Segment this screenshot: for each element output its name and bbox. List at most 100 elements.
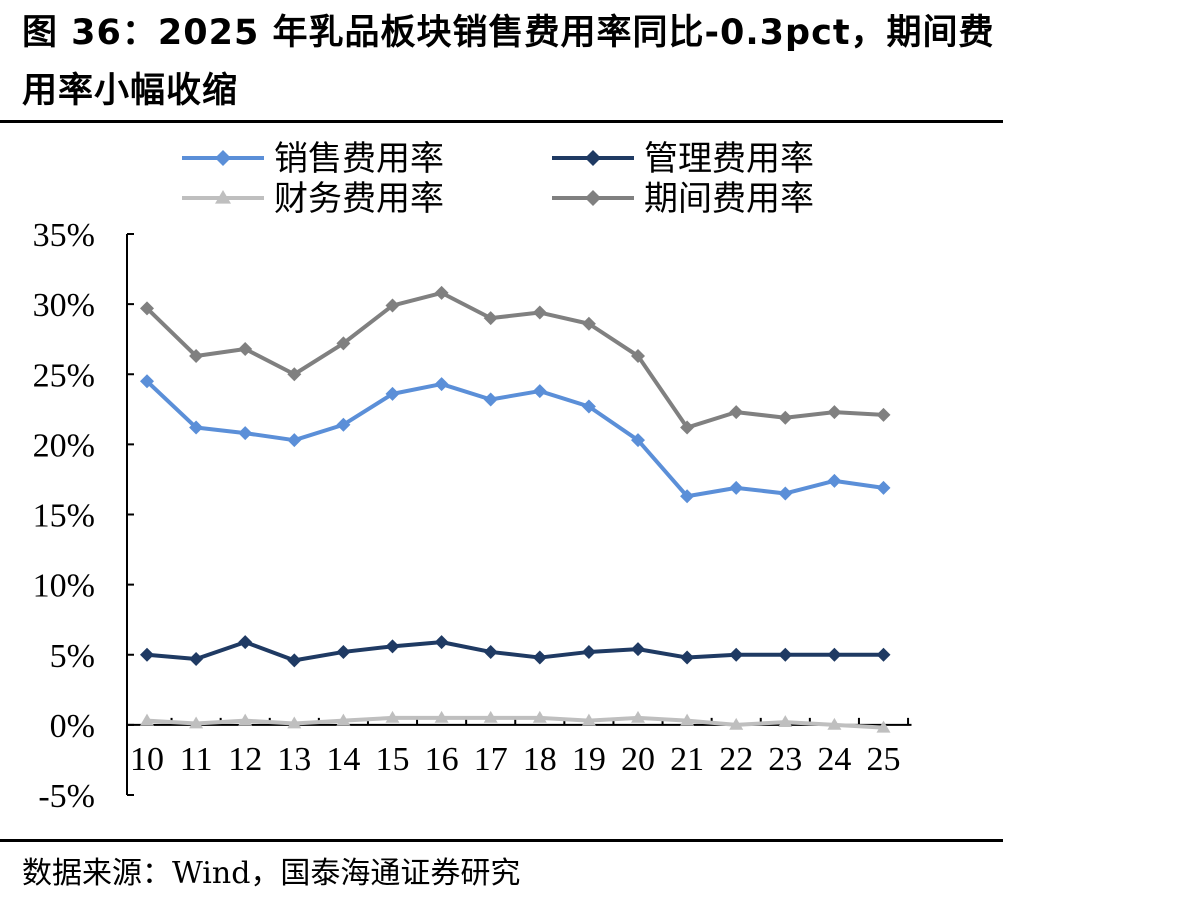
y-tick-label: 25% — [33, 357, 95, 394]
data-point — [238, 426, 253, 441]
data-point — [287, 653, 302, 668]
data-point — [189, 651, 204, 666]
legend-item: 财务费用率 — [182, 179, 444, 219]
data-point — [581, 644, 596, 659]
data-point — [680, 650, 695, 665]
x-axis: 10 11 12 13 14 15 16 17 18 19 20 21 22 23 24 25 — [126, 717, 912, 778]
title-divider — [0, 120, 1003, 123]
data-point — [680, 489, 695, 504]
source-note: 数据来源：Wind，国泰海通证券研究 — [22, 856, 521, 891]
y-axis: -5% 0% 5% 10% 15% 20% 25% 30% 35% — [33, 217, 134, 815]
data-point — [581, 399, 596, 414]
data-point — [140, 301, 154, 316]
data-point — [631, 433, 645, 448]
series-4 — [140, 285, 891, 435]
x-tick-label: 13 — [277, 741, 311, 778]
data-point — [680, 713, 695, 726]
x-tick-label: 23 — [768, 741, 802, 778]
x-tick-label: 21 — [670, 741, 704, 778]
y-tick-label: -5% — [38, 778, 95, 815]
data-point — [336, 417, 351, 432]
legend-label: 期间费用率 — [644, 179, 814, 219]
legend-item: 管理费用率 — [552, 139, 814, 179]
data-point — [434, 377, 449, 392]
y-tick-label: 10% — [33, 568, 95, 605]
data-point — [532, 305, 547, 320]
legend-label: 管理费用率 — [644, 139, 814, 179]
series-3 — [140, 710, 891, 733]
x-tick-label: 18 — [523, 741, 557, 778]
legend-marker — [215, 190, 231, 204]
data-point — [483, 311, 498, 326]
legend-marker — [585, 190, 601, 206]
data-point — [434, 285, 449, 300]
data-point — [876, 720, 891, 733]
data-point — [778, 647, 793, 662]
y-tick-label: 0% — [50, 708, 95, 745]
data-point — [140, 374, 154, 389]
series-line — [145, 290, 884, 430]
data-point — [336, 336, 351, 351]
data-point — [631, 642, 645, 657]
series-1 — [140, 374, 891, 504]
data-point — [287, 433, 302, 448]
data-point — [238, 635, 253, 650]
data-point — [483, 644, 498, 659]
data-point — [631, 710, 645, 723]
data-point — [434, 710, 449, 723]
legend-label: 财务费用率 — [274, 179, 444, 219]
data-point — [581, 316, 596, 331]
data-point — [532, 710, 547, 723]
x-tick-label: 17 — [474, 741, 508, 778]
data-point — [729, 647, 744, 662]
data-point — [532, 650, 547, 665]
x-tick-label: 22 — [719, 741, 753, 778]
data-point — [287, 367, 302, 382]
data-point — [385, 639, 400, 654]
data-point — [778, 715, 793, 727]
x-tick-label: 14 — [326, 741, 360, 778]
data-point — [876, 407, 891, 422]
data-point — [827, 647, 842, 662]
figure-title: 图 36：2025 年乳品板块销售费用率同比-0.3pct，期间费用率小幅收缩 — [22, 13, 995, 111]
series-line — [146, 640, 884, 663]
data-point — [827, 405, 842, 420]
footer-divider — [0, 839, 1003, 842]
legend-marker — [585, 150, 601, 166]
series-layer — [140, 285, 891, 733]
data-point — [778, 410, 793, 425]
data-point — [336, 713, 351, 726]
data-point — [876, 647, 891, 662]
y-tick-label: 5% — [50, 638, 95, 675]
data-point — [385, 710, 400, 723]
data-point — [140, 647, 154, 662]
series-line — [145, 379, 884, 499]
x-tick-label: 20 — [621, 741, 655, 778]
x-tick-label: 19 — [572, 741, 606, 778]
data-point — [778, 486, 793, 501]
data-point — [189, 349, 204, 364]
data-point — [581, 713, 596, 726]
data-point — [729, 405, 744, 420]
data-point — [140, 713, 154, 726]
y-tick-label: 15% — [33, 498, 95, 535]
data-point — [631, 349, 645, 364]
data-point — [238, 342, 253, 357]
data-point — [189, 716, 204, 729]
x-tick-label: 11 — [180, 741, 213, 778]
data-point — [336, 644, 351, 659]
series-line — [146, 715, 884, 730]
data-point — [876, 480, 891, 495]
data-point — [483, 710, 498, 723]
data-point — [434, 635, 449, 650]
y-tick-label: 30% — [33, 287, 95, 324]
data-point — [827, 717, 842, 730]
x-tick-label: 15 — [376, 741, 410, 778]
legend-label: 销售费用率 — [274, 139, 444, 179]
x-tick-label: 12 — [228, 741, 262, 778]
x-tick-label: 25 — [867, 741, 901, 778]
y-tick-label: 20% — [33, 427, 95, 464]
data-point — [483, 392, 498, 407]
x-tick-label: 24 — [817, 741, 851, 778]
